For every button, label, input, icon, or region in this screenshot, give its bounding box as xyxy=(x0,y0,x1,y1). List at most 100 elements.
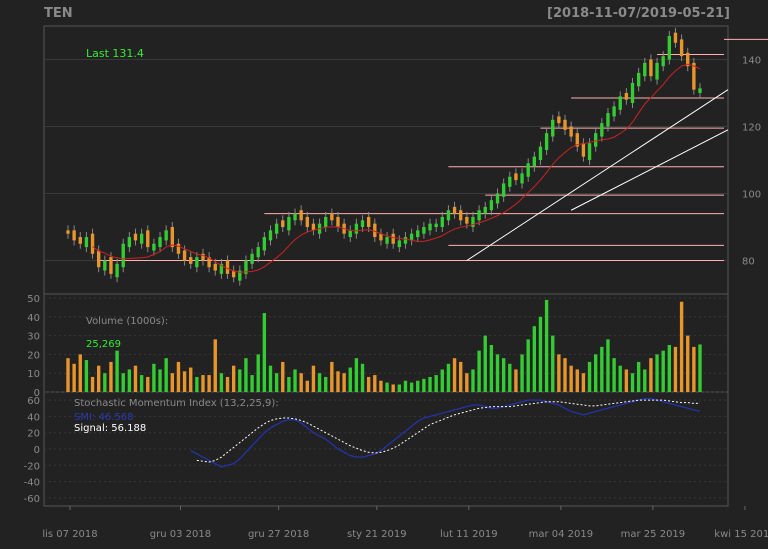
volume-bar xyxy=(133,365,138,392)
volume-bar xyxy=(354,358,359,392)
candle-body xyxy=(397,240,402,248)
volume-bar xyxy=(262,313,267,392)
volume-bar xyxy=(446,363,451,392)
candle-body xyxy=(391,233,395,244)
trendline-upper xyxy=(466,89,729,261)
candle-body xyxy=(293,213,297,221)
volume-bar xyxy=(538,316,543,392)
x-tick-label: sty 21 2019 xyxy=(347,529,407,540)
candle-body xyxy=(152,243,156,251)
candle-body xyxy=(403,237,408,244)
volume-bar xyxy=(581,373,586,392)
volume-bar xyxy=(569,365,573,392)
candle-body xyxy=(207,257,211,268)
candle-body xyxy=(385,237,389,244)
volume-bar xyxy=(182,371,187,392)
volume-bar xyxy=(587,361,592,392)
candle-body xyxy=(182,250,187,261)
volume-bar xyxy=(594,354,598,392)
volume-bar xyxy=(477,350,481,392)
candle-body xyxy=(121,243,125,268)
volume-bar xyxy=(575,369,579,392)
candle-body xyxy=(612,106,616,117)
candle-body xyxy=(336,216,340,227)
candle-body xyxy=(103,260,107,271)
volume-bar xyxy=(655,354,659,392)
candle-body xyxy=(90,233,95,254)
volume-bar xyxy=(440,369,444,392)
volume-bar xyxy=(158,369,162,392)
candle-body xyxy=(618,96,622,110)
candle-body xyxy=(600,123,604,137)
volume-bar xyxy=(495,354,500,392)
candle-body xyxy=(471,216,475,227)
volume-value: 25,269 xyxy=(86,339,121,350)
candle-body xyxy=(78,237,82,244)
volume-bar xyxy=(624,369,629,392)
candle-body xyxy=(483,206,487,214)
candle-body xyxy=(379,233,383,241)
candle-body xyxy=(170,227,174,248)
smi-line xyxy=(190,397,701,468)
candle-body xyxy=(176,243,181,254)
smi-title: Stochastic Momentum Index (13,2,25,9): xyxy=(74,398,279,409)
volume-title: Volume (1000s): xyxy=(86,316,168,327)
candle-body xyxy=(563,119,567,130)
volume-bar xyxy=(403,380,408,392)
volume-bar xyxy=(698,344,702,392)
volume-bar xyxy=(379,380,383,392)
candle-body xyxy=(575,133,579,147)
volume-bar xyxy=(630,373,635,392)
candle-body xyxy=(268,230,273,241)
volume-bar xyxy=(268,365,273,392)
volume-bar xyxy=(90,376,95,392)
volume-bar xyxy=(256,354,260,392)
volume-bar xyxy=(606,339,610,392)
smi-tick-label: -40 xyxy=(24,478,40,489)
volume-bar xyxy=(274,373,279,392)
candle-body xyxy=(127,237,132,248)
volume-bar xyxy=(299,373,303,392)
candle-body xyxy=(538,146,543,160)
candle-body xyxy=(489,200,494,211)
volume-tick-label: 0 xyxy=(34,388,40,399)
volume-bar xyxy=(465,373,469,392)
volume-bar xyxy=(600,346,604,392)
candle-body xyxy=(373,223,377,238)
candle-body xyxy=(501,183,506,197)
candle-body xyxy=(698,88,702,93)
candle-body xyxy=(495,193,500,204)
volume-bar xyxy=(66,358,70,392)
candle-body xyxy=(422,227,426,234)
candle-body xyxy=(139,233,144,244)
candle-body xyxy=(606,113,610,127)
candle-body xyxy=(146,230,150,248)
volume-bar xyxy=(385,382,389,392)
volume-bar xyxy=(563,358,567,392)
candle-body xyxy=(526,163,530,177)
volume-bar xyxy=(176,361,181,392)
volume-bar xyxy=(250,375,254,392)
candle-body xyxy=(360,220,365,227)
x-tick-label: mar 04 2019 xyxy=(529,529,594,540)
candle-body xyxy=(655,62,659,80)
moving-average-line xyxy=(92,63,701,273)
smi-tick-label: -20 xyxy=(24,461,40,472)
smi-tick-label: 0 xyxy=(34,445,40,456)
volume-bar xyxy=(78,354,82,392)
volume-bar xyxy=(489,345,494,392)
volume-bar xyxy=(219,373,224,392)
candle-body xyxy=(514,173,518,181)
volume-bar xyxy=(483,335,487,392)
candle-body xyxy=(679,39,684,57)
volume-bar xyxy=(96,365,101,392)
price-panel-frame xyxy=(43,25,729,295)
ticker-label: TEN xyxy=(44,6,73,21)
candle-body xyxy=(299,210,303,221)
candle-body xyxy=(311,223,316,231)
volume-bar xyxy=(72,363,76,392)
x-tick-label: gru 27 2018 xyxy=(248,529,309,540)
volume-bar xyxy=(317,373,322,392)
price-tick-label: 100 xyxy=(742,190,761,201)
